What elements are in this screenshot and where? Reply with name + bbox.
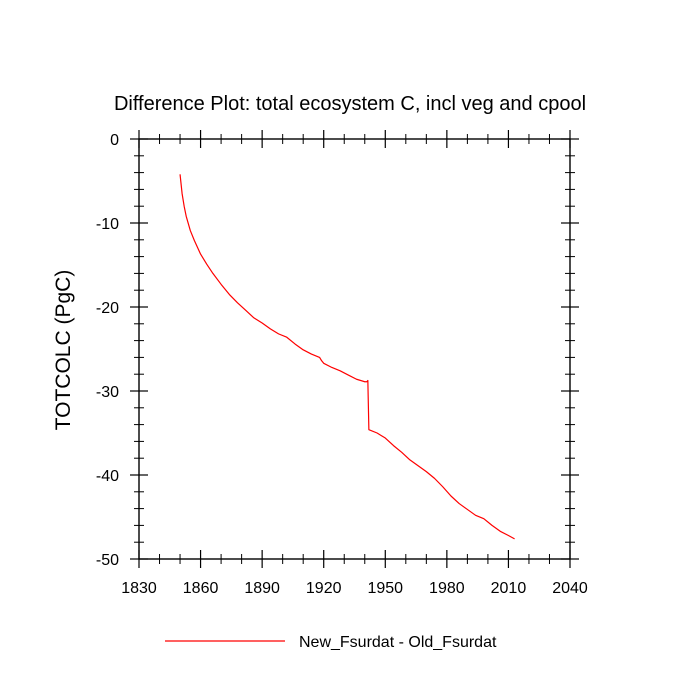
- series-layer: [179, 174, 515, 540]
- axis-ticks: [130, 130, 579, 568]
- x-tick-label: 1860: [183, 580, 219, 597]
- x-tick-label: 1980: [429, 580, 465, 597]
- y-tick-label: -50: [96, 552, 119, 569]
- series-line-0: [179, 174, 515, 540]
- x-tick-label: 1890: [244, 580, 280, 597]
- x-tick-label: 2040: [552, 580, 588, 597]
- x-tick-label: 1920: [306, 580, 342, 597]
- y-tick-label: -20: [96, 300, 119, 317]
- plot-frame: [138, 138, 571, 560]
- x-tick-label: 1950: [367, 580, 403, 597]
- y-tick-label: -10: [96, 216, 119, 233]
- legend: New_Fsurdat - Old_Fsurdat: [165, 634, 497, 651]
- y-tick-label: -30: [96, 384, 119, 401]
- x-tick-label: 1830: [121, 580, 157, 597]
- axis-tick-labels: 1830 1860 1890 1920 1950 1980 2010 2040 0 -10 -20 -…: [96, 132, 588, 597]
- legend-label: New_Fsurdat - Old_Fsurdat: [299, 634, 497, 651]
- y-tick-label: 0: [110, 132, 119, 149]
- y-axis-label: TOTCOLC (PgC): [52, 270, 75, 431]
- y-tick-label: -40: [96, 468, 119, 485]
- chart-title: Difference Plot: total ecosystem C, incl…: [114, 93, 586, 115]
- x-tick-label: 2010: [491, 580, 527, 597]
